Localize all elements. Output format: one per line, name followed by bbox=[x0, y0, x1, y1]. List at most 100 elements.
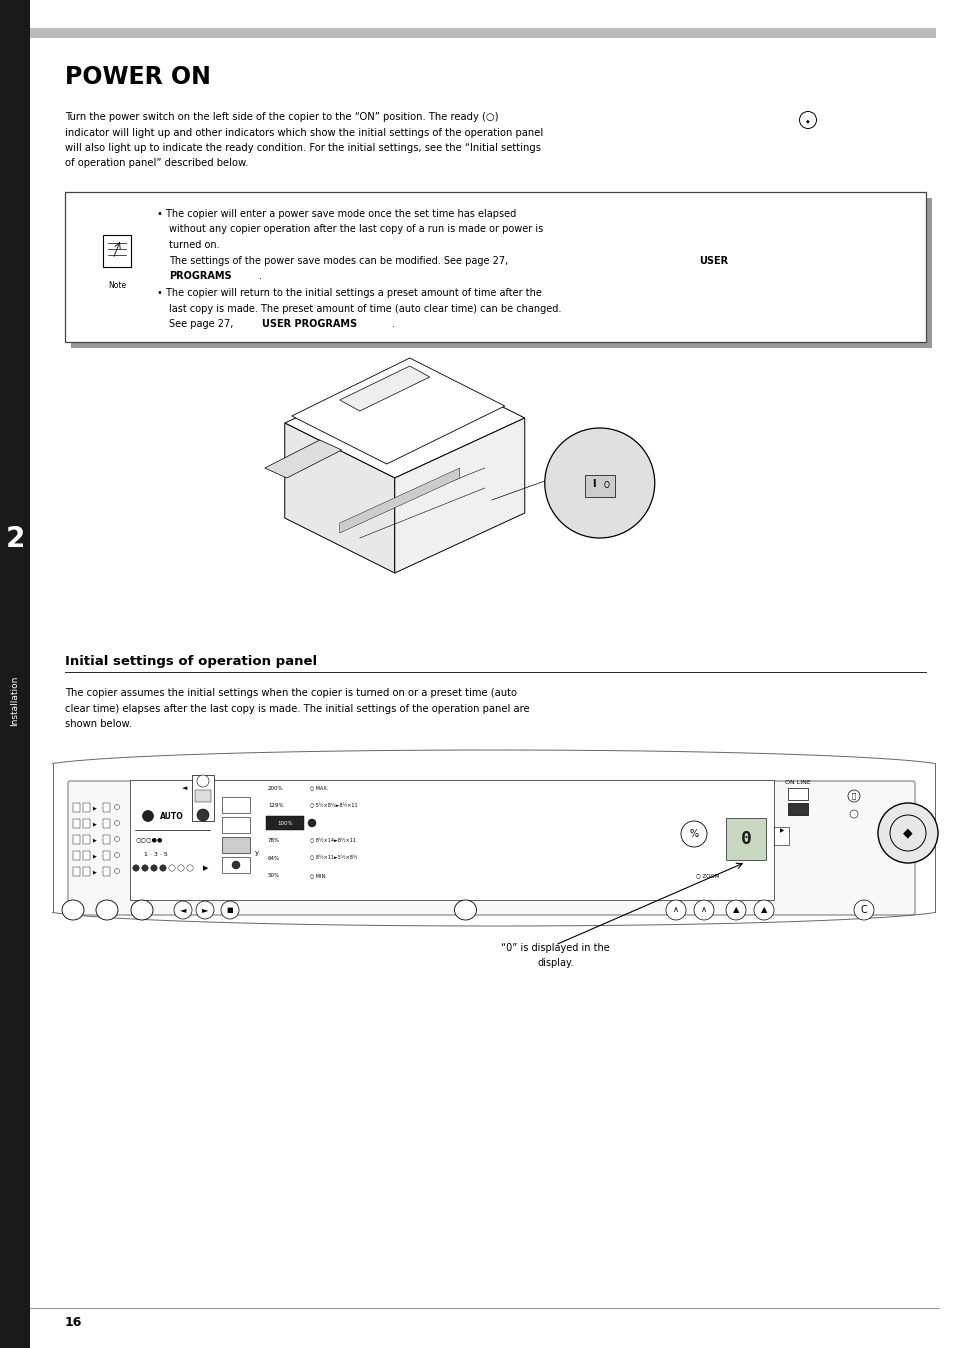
Text: %: % bbox=[689, 829, 698, 838]
Bar bbox=[83, 803, 90, 811]
Text: Installation: Installation bbox=[10, 675, 19, 727]
Circle shape bbox=[847, 790, 859, 802]
Polygon shape bbox=[339, 468, 459, 532]
Bar bbox=[83, 867, 90, 876]
Bar bbox=[222, 857, 250, 874]
Ellipse shape bbox=[454, 900, 476, 919]
Text: Note: Note bbox=[108, 280, 126, 290]
Circle shape bbox=[849, 810, 857, 818]
Bar bbox=[73, 803, 80, 811]
Text: POWER ON: POWER ON bbox=[65, 65, 211, 89]
Bar bbox=[71, 198, 931, 348]
Bar bbox=[103, 803, 110, 811]
Polygon shape bbox=[339, 367, 429, 411]
Bar bbox=[192, 775, 213, 821]
Text: ON LINE: ON LINE bbox=[784, 780, 810, 785]
Ellipse shape bbox=[221, 900, 239, 919]
Text: ○ MAX.: ○ MAX. bbox=[310, 786, 328, 790]
Text: ▶: ▶ bbox=[93, 853, 97, 857]
Circle shape bbox=[232, 861, 240, 869]
Ellipse shape bbox=[62, 900, 84, 919]
Text: • The copier will return to the initial settings a preset amount of time after t: • The copier will return to the initial … bbox=[157, 288, 541, 298]
Text: ►: ► bbox=[201, 906, 208, 914]
Text: 129%: 129% bbox=[268, 803, 283, 807]
Text: of operation panel” described below.: of operation panel” described below. bbox=[65, 159, 248, 168]
Bar bbox=[194, 790, 211, 802]
Text: The copier assumes the initial settings when the copier is turned on or a preset: The copier assumes the initial settings … bbox=[65, 687, 517, 698]
Text: ▶: ▶ bbox=[93, 837, 97, 842]
Bar bbox=[73, 834, 80, 844]
Text: 16: 16 bbox=[65, 1317, 82, 1329]
Text: ■: ■ bbox=[227, 907, 233, 913]
Circle shape bbox=[142, 865, 148, 871]
Circle shape bbox=[196, 775, 209, 787]
Bar bbox=[30, 28, 935, 38]
Polygon shape bbox=[284, 423, 395, 573]
Circle shape bbox=[889, 816, 925, 851]
Circle shape bbox=[114, 868, 119, 874]
Text: USER PROGRAMS: USER PROGRAMS bbox=[262, 319, 356, 329]
Text: will also light up to indicate the ready condition. For the initial settings, se: will also light up to indicate the ready… bbox=[65, 143, 540, 154]
Text: .: . bbox=[258, 271, 262, 280]
Circle shape bbox=[196, 809, 209, 821]
Text: The settings of the power save modes can be modified. See page 27,: The settings of the power save modes can… bbox=[169, 256, 511, 266]
Ellipse shape bbox=[96, 900, 118, 919]
Bar bbox=[266, 816, 304, 830]
Bar bbox=[222, 797, 250, 813]
Bar bbox=[73, 867, 80, 876]
Circle shape bbox=[114, 805, 119, 810]
Text: ◄: ◄ bbox=[182, 785, 188, 791]
Text: ◄: ◄ bbox=[179, 906, 186, 914]
Circle shape bbox=[151, 865, 157, 871]
Text: ▶: ▶ bbox=[93, 821, 97, 826]
Text: ▶: ▶ bbox=[93, 869, 97, 874]
Text: AUTO: AUTO bbox=[160, 811, 184, 821]
Text: 64%: 64% bbox=[268, 856, 280, 860]
Text: ◆: ◆ bbox=[805, 119, 809, 123]
Text: y: y bbox=[254, 851, 259, 856]
Text: 1 · 3 · 5: 1 · 3 · 5 bbox=[144, 852, 168, 856]
Ellipse shape bbox=[693, 900, 713, 919]
Text: ▲: ▲ bbox=[732, 906, 739, 914]
Text: ∧: ∧ bbox=[700, 906, 706, 914]
Text: ○ 5½×8½►8½×11: ○ 5½×8½►8½×11 bbox=[310, 803, 357, 807]
Bar bbox=[73, 851, 80, 860]
Text: ▲: ▲ bbox=[760, 906, 766, 914]
FancyBboxPatch shape bbox=[68, 780, 914, 915]
Text: 100%: 100% bbox=[277, 821, 293, 825]
Text: ○○○●●: ○○○●● bbox=[136, 837, 163, 842]
Circle shape bbox=[877, 803, 937, 863]
Text: turned on.: turned on. bbox=[169, 240, 219, 249]
Circle shape bbox=[114, 821, 119, 825]
Text: .: . bbox=[392, 319, 395, 329]
Text: ○ MIN.: ○ MIN. bbox=[310, 874, 327, 878]
Bar bbox=[130, 780, 773, 900]
Circle shape bbox=[114, 852, 119, 857]
Text: ◆: ◆ bbox=[902, 826, 912, 840]
Text: C: C bbox=[860, 905, 866, 915]
Text: ▶: ▶ bbox=[93, 805, 97, 810]
Bar bbox=[773, 828, 788, 845]
Text: 50%: 50% bbox=[268, 874, 280, 878]
Text: O: O bbox=[603, 480, 609, 489]
Text: See page 27,: See page 27, bbox=[169, 319, 236, 329]
Bar bbox=[725, 818, 765, 860]
Polygon shape bbox=[395, 418, 524, 573]
Circle shape bbox=[114, 837, 119, 841]
Text: ▶: ▶ bbox=[203, 865, 209, 871]
Text: PROGRAMS: PROGRAMS bbox=[169, 271, 232, 280]
Polygon shape bbox=[284, 363, 524, 479]
Polygon shape bbox=[292, 359, 504, 464]
Bar bbox=[103, 834, 110, 844]
Text: indicator will light up and other indicators which show the initial settings of : indicator will light up and other indica… bbox=[65, 128, 542, 137]
Text: • The copier will enter a power save mode once the set time has elapsed: • The copier will enter a power save mod… bbox=[157, 209, 516, 218]
Circle shape bbox=[187, 865, 193, 871]
Circle shape bbox=[160, 865, 166, 871]
Text: 78%: 78% bbox=[268, 838, 280, 842]
Polygon shape bbox=[265, 439, 341, 479]
Bar bbox=[83, 851, 90, 860]
Circle shape bbox=[177, 865, 184, 871]
Text: ⏻: ⏻ bbox=[851, 793, 855, 799]
Text: clear time) elapses after the last copy is made. The initial settings of the ope: clear time) elapses after the last copy … bbox=[65, 704, 529, 713]
Ellipse shape bbox=[753, 900, 773, 919]
